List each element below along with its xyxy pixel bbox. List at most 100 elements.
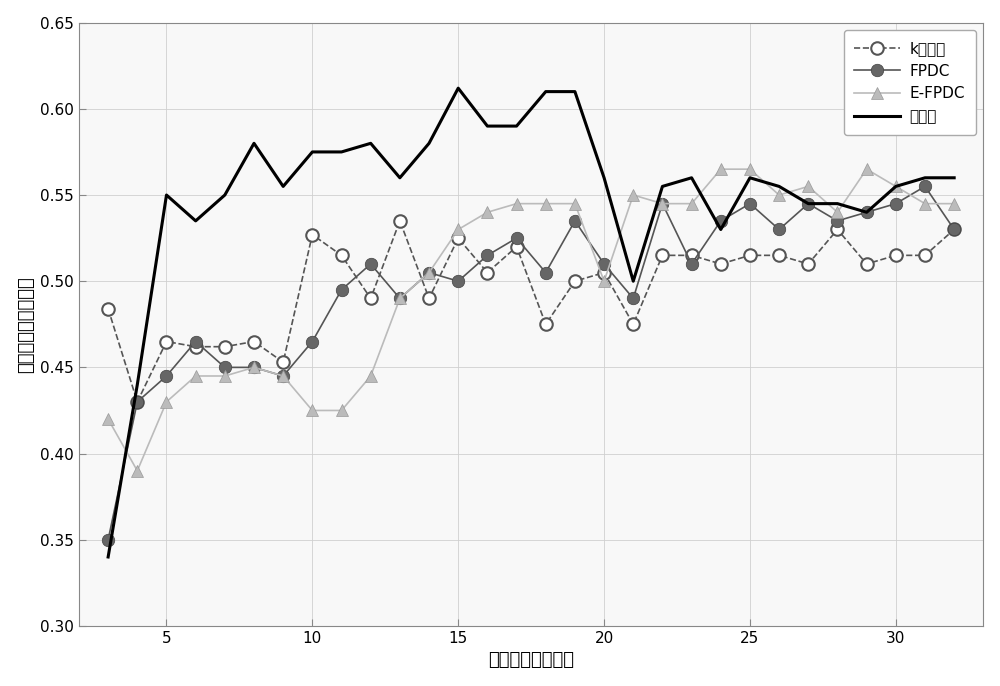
E-FPDC — [861, 165, 873, 174]
FPDC — [919, 182, 931, 191]
E-FPDC — [569, 200, 581, 208]
E-FPDC — [394, 294, 406, 303]
k中心点 — [190, 342, 202, 351]
FPDC — [219, 364, 231, 372]
k中心点 — [569, 277, 581, 285]
本发明 — [861, 208, 873, 216]
FPDC — [598, 260, 610, 268]
k中心点 — [627, 320, 639, 329]
本发明 — [715, 226, 727, 234]
k中心点 — [773, 251, 785, 259]
FPDC — [686, 260, 698, 268]
FPDC — [160, 372, 172, 380]
E-FPDC — [686, 200, 698, 208]
本发明 — [598, 174, 610, 182]
k中心点 — [277, 358, 289, 366]
k中心点 — [686, 251, 698, 259]
FPDC — [102, 536, 114, 544]
FPDC — [394, 294, 406, 303]
E-FPDC — [102, 415, 114, 423]
k中心点 — [890, 251, 902, 259]
k中心点 — [248, 338, 260, 346]
E-FPDC — [744, 165, 756, 174]
E-FPDC — [365, 372, 377, 380]
FPDC — [831, 217, 843, 225]
E-FPDC — [160, 398, 172, 406]
本发明 — [686, 174, 698, 182]
FPDC — [627, 294, 639, 303]
E-FPDC — [190, 372, 202, 380]
E-FPDC — [598, 277, 610, 285]
FPDC — [248, 364, 260, 372]
E-FPDC — [627, 191, 639, 199]
本发明 — [773, 182, 785, 191]
E-FPDC — [948, 200, 960, 208]
k中心点 — [423, 294, 435, 303]
k中心点 — [336, 251, 348, 259]
本发明 — [131, 381, 143, 389]
k中心点 — [598, 268, 610, 276]
FPDC — [131, 398, 143, 406]
E-FPDC — [219, 372, 231, 380]
E-FPDC — [656, 200, 668, 208]
Line: FPDC: FPDC — [102, 180, 960, 546]
k中心点 — [744, 251, 756, 259]
E-FPDC — [831, 208, 843, 216]
E-FPDC — [511, 200, 523, 208]
FPDC — [948, 226, 960, 234]
k中心点 — [831, 226, 843, 234]
本发明 — [656, 182, 668, 191]
本发明 — [190, 217, 202, 225]
Y-axis label: 分类的整体正确率：: 分类的整体正确率： — [17, 276, 35, 372]
本发明 — [802, 200, 814, 208]
本发明 — [102, 553, 114, 561]
FPDC — [656, 200, 668, 208]
本发明 — [627, 277, 639, 285]
本发明 — [511, 122, 523, 130]
本发明 — [277, 182, 289, 191]
k中心点 — [219, 342, 231, 351]
FPDC — [190, 338, 202, 346]
X-axis label: 选择的波段数目：: 选择的波段数目： — [488, 651, 574, 670]
本发明 — [569, 88, 581, 96]
FPDC — [511, 234, 523, 242]
本发明 — [481, 122, 493, 130]
E-FPDC — [802, 182, 814, 191]
本发明 — [336, 147, 348, 156]
k中心点 — [919, 251, 931, 259]
本发明 — [394, 174, 406, 182]
E-FPDC — [773, 191, 785, 199]
k中心点 — [160, 338, 172, 346]
FPDC — [890, 200, 902, 208]
FPDC — [481, 251, 493, 259]
FPDC — [569, 217, 581, 225]
本发明 — [452, 84, 464, 93]
E-FPDC — [452, 226, 464, 234]
FPDC — [452, 277, 464, 285]
Legend: k中心点, FPDC, E-FPDC, 本发明: k中心点, FPDC, E-FPDC, 本发明 — [844, 30, 976, 134]
E-FPDC — [715, 165, 727, 174]
FPDC — [773, 226, 785, 234]
FPDC — [715, 217, 727, 225]
k中心点 — [511, 243, 523, 251]
本发明 — [219, 191, 231, 199]
k中心点 — [102, 305, 114, 313]
E-FPDC — [306, 406, 318, 414]
Line: E-FPDC: E-FPDC — [103, 164, 960, 476]
E-FPDC — [336, 406, 348, 414]
FPDC — [277, 372, 289, 380]
E-FPDC — [919, 200, 931, 208]
E-FPDC — [890, 182, 902, 191]
本发明 — [948, 174, 960, 182]
E-FPDC — [131, 466, 143, 475]
k中心点 — [452, 234, 464, 242]
FPDC — [306, 338, 318, 346]
Line: k中心点: k中心点 — [102, 215, 960, 408]
FPDC — [365, 260, 377, 268]
k中心点 — [948, 226, 960, 234]
本发明 — [890, 182, 902, 191]
k中心点 — [715, 260, 727, 268]
k中心点 — [131, 398, 143, 406]
本发明 — [306, 147, 318, 156]
本发明 — [248, 139, 260, 147]
